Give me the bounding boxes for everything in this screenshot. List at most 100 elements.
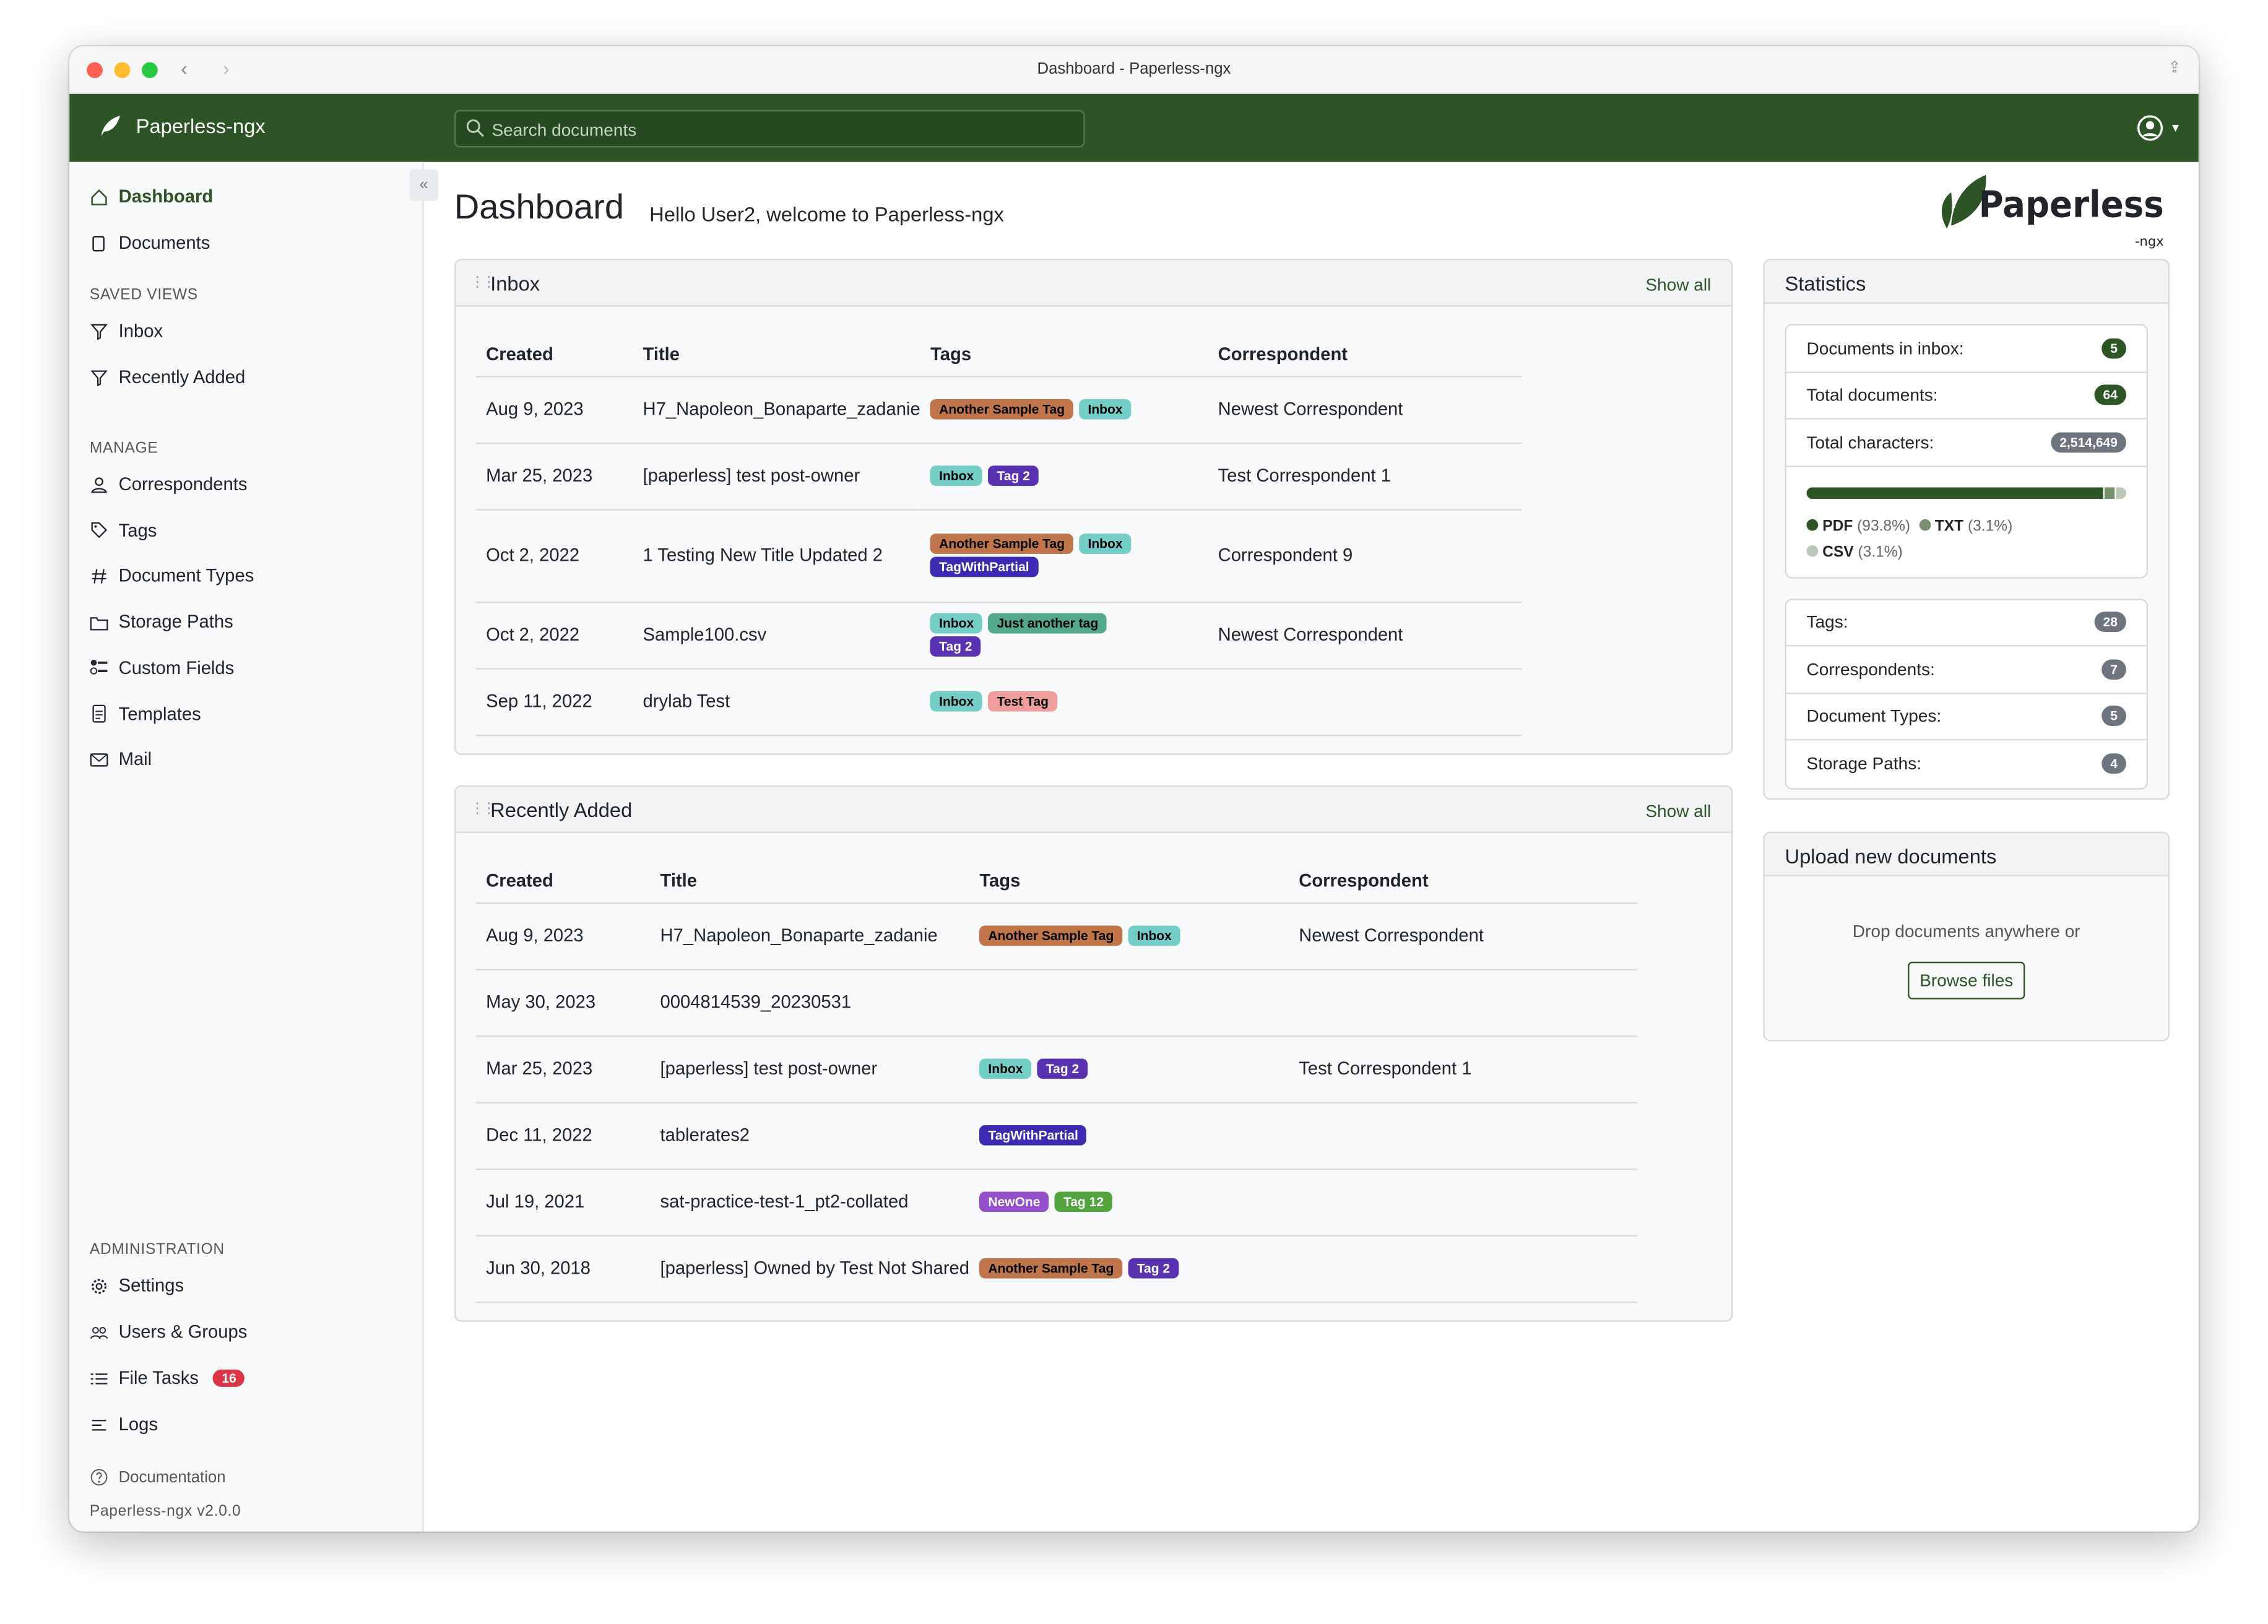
sidebar-item-users-groups[interactable]: Users & Groups <box>90 1321 248 1342</box>
tags-cell: TagWithPartial <box>969 1102 1289 1170</box>
collapse-sidebar-button[interactable]: « <box>409 169 439 201</box>
tag-badge[interactable]: Inbox <box>930 465 983 486</box>
sidebar-item-settings[interactable]: Settings <box>90 1276 184 1296</box>
stat-row[interactable]: Correspondents: 7 <box>1786 647 2147 694</box>
tag-badge[interactable]: Another Sample Tag <box>979 1258 1123 1279</box>
back-icon[interactable]: ‹ <box>181 56 188 80</box>
correspondent-cell[interactable]: Newest Correspondent <box>1208 602 1522 669</box>
correspondent-cell[interactable] <box>1288 1235 1637 1303</box>
browse-files-button[interactable]: Browse files <box>1908 961 2025 1000</box>
table-row[interactable]: Aug 9, 2023 H7_Napoleon_Bonaparte_zadanie… <box>475 376 1522 444</box>
tag-badge[interactable]: Inbox <box>1128 925 1180 946</box>
correspondent-cell[interactable]: Test Correspondent 1 <box>1208 443 1522 510</box>
column-header[interactable]: Tags <box>969 858 1289 904</box>
tag-badge[interactable]: Another Sample Tag <box>979 925 1123 946</box>
drag-handle-icon[interactable]: ⋮⋮ <box>470 274 496 291</box>
sidebar-item-dashboard[interactable]: Dashboard <box>90 186 213 207</box>
minimize-window-button[interactable] <box>114 62 131 79</box>
tag-badge[interactable]: NewOne <box>979 1191 1049 1212</box>
documentation-link[interactable]: Documentation <box>90 1468 226 1487</box>
tag-badge[interactable]: Tag 2 <box>1128 1258 1179 1279</box>
sidebar-item-recently-added[interactable]: Recently Added <box>90 368 245 387</box>
table-row[interactable]: May 30, 2023 0004814539_20230531 <box>475 969 1637 1037</box>
user-menu[interactable]: ▼ <box>2136 114 2181 142</box>
tag-badge[interactable]: Inbox <box>930 613 983 634</box>
correspondent-cell[interactable]: Newest Correspondent <box>1288 902 1637 970</box>
sidebar-item-document-types[interactable]: Document Types <box>90 566 254 586</box>
column-header[interactable]: Created <box>475 332 633 377</box>
title-cell[interactable]: drylab Test <box>633 668 920 736</box>
stat-row[interactable]: Document Types: 5 <box>1786 693 2147 741</box>
tag-badge[interactable]: Tag 2 <box>988 465 1039 486</box>
maximize-window-button[interactable] <box>141 62 158 79</box>
tag-badge[interactable]: Tag 2 <box>930 636 981 657</box>
column-header[interactable]: Title <box>650 858 970 904</box>
show-all-link[interactable]: Show all <box>1645 801 1712 822</box>
correspondent-cell[interactable]: Test Correspondent 1 <box>1288 1035 1637 1103</box>
table-row[interactable]: Mar 25, 2023 [paperless] test post-owner I… <box>475 443 1522 510</box>
correspondent-cell[interactable] <box>1288 1102 1637 1170</box>
search-input[interactable]: Search documents <box>454 110 1085 148</box>
title-cell[interactable]: 1 Testing New Title Updated 2 <box>633 509 920 603</box>
tag-badge[interactable]: Inbox <box>979 1058 1032 1079</box>
title-cell[interactable]: [paperless] test post-owner <box>633 443 920 510</box>
forward-icon[interactable]: › <box>222 56 230 80</box>
title-cell[interactable]: [paperless] Owned by Test Not Shared <box>650 1235 969 1303</box>
table-row[interactable]: Mar 25, 2023 [paperless] test post-owner I… <box>475 1035 1637 1103</box>
correspondent-cell[interactable] <box>1288 1168 1637 1236</box>
title-cell[interactable]: H7_Napoleon_Bonaparte_zadanie <box>633 376 920 444</box>
table-row[interactable]: Sep 11, 2022 drylab Test Inbox Test Tag <box>475 668 1522 736</box>
tag-badge[interactable]: Another Sample Tag <box>930 533 1074 554</box>
table-row[interactable]: Jul 19, 2021 sat-practice-test-1_pt2-coll… <box>475 1168 1637 1236</box>
title-cell[interactable]: 0004814539_20230531 <box>650 969 970 1037</box>
table-row[interactable]: Oct 2, 2022 1 Testing New Title Updated 2… <box>475 509 1522 603</box>
sidebar-item-tags[interactable]: Tags <box>90 520 157 540</box>
tag-badge[interactable]: Inbox <box>1079 399 1132 420</box>
correspondent-cell[interactable]: Newest Correspondent <box>1208 376 1522 444</box>
tag-badge[interactable]: Just another tag <box>988 613 1107 634</box>
table-row[interactable]: Aug 9, 2023 H7_Napoleon_Bonaparte_zadanie… <box>475 902 1637 970</box>
close-window-button[interactable] <box>87 62 103 79</box>
sidebar-item-correspondents[interactable]: Correspondents <box>90 474 247 495</box>
correspondent-cell[interactable] <box>1288 969 1637 1037</box>
title-cell[interactable]: tablerates2 <box>650 1102 970 1170</box>
title-cell[interactable]: H7_Napoleon_Bonaparte_zadanie <box>650 902 970 970</box>
sidebar-item-logs[interactable]: Logs <box>90 1414 158 1435</box>
drag-handle-icon[interactable]: ⋮⋮ <box>470 801 496 818</box>
sidebar-item-custom-fields[interactable]: Custom Fields <box>90 658 234 678</box>
sidebar-item-inbox[interactable]: Inbox <box>90 321 163 341</box>
tag-badge[interactable]: Inbox <box>1079 533 1132 554</box>
tag-badge[interactable]: Tag 2 <box>1037 1058 1088 1079</box>
column-header[interactable]: Title <box>633 332 920 377</box>
sidebar-item-file-tasks[interactable]: File Tasks 16 <box>90 1368 245 1388</box>
column-header[interactable]: Correspondent <box>1208 332 1522 377</box>
tag-badge[interactable]: Inbox <box>930 691 983 712</box>
tag-badge[interactable]: Test Tag <box>988 691 1057 712</box>
stat-row[interactable]: Tags: 28 <box>1786 600 2147 647</box>
share-icon[interactable]: ⇪ <box>2168 59 2181 77</box>
show-all-link[interactable]: Show all <box>1645 274 1712 295</box>
sidebar-item-documents[interactable]: Documents <box>90 233 210 253</box>
sidebar-item-mail[interactable]: Mail <box>90 749 152 770</box>
sidebar-item-label: Users & Groups <box>118 1321 248 1342</box>
sidebar-item-storage-paths[interactable]: Storage Paths <box>90 612 233 632</box>
sidebar-item-templates[interactable]: Templates <box>90 704 201 724</box>
column-header[interactable]: Tags <box>920 332 1208 377</box>
tag-badge[interactable]: TagWithPartial <box>979 1125 1087 1146</box>
title-cell[interactable]: Sample100.csv <box>633 602 920 669</box>
title-cell[interactable]: sat-practice-test-1_pt2-collated <box>650 1168 970 1236</box>
tag-badge[interactable]: Tag 12 <box>1054 1191 1113 1212</box>
table-row[interactable]: Oct 2, 2022 Sample100.csv Inbox Just anothe… <box>475 602 1522 669</box>
table-row[interactable]: Jun 30, 2018 [paperless] Owned by Test No… <box>475 1235 1637 1303</box>
title-cell[interactable]: [paperless] test post-owner <box>650 1035 970 1103</box>
column-header[interactable]: Created <box>475 858 651 904</box>
tag-badge[interactable]: Another Sample Tag <box>930 399 1074 420</box>
table-row[interactable]: Dec 11, 2022 tablerates2 TagWithPartial <box>475 1102 1637 1170</box>
column-header[interactable]: Correspondent <box>1288 858 1637 904</box>
stat-label: Correspondents: <box>1806 659 1935 680</box>
brand[interactable]: Paperless-ngx <box>98 114 266 137</box>
tag-badge[interactable]: TagWithPartial <box>930 556 1038 577</box>
correspondent-cell[interactable]: Correspondent 9 <box>1208 509 1522 603</box>
stat-row[interactable]: Storage Paths: 4 <box>1786 740 2147 787</box>
correspondent-cell[interactable] <box>1208 668 1522 736</box>
